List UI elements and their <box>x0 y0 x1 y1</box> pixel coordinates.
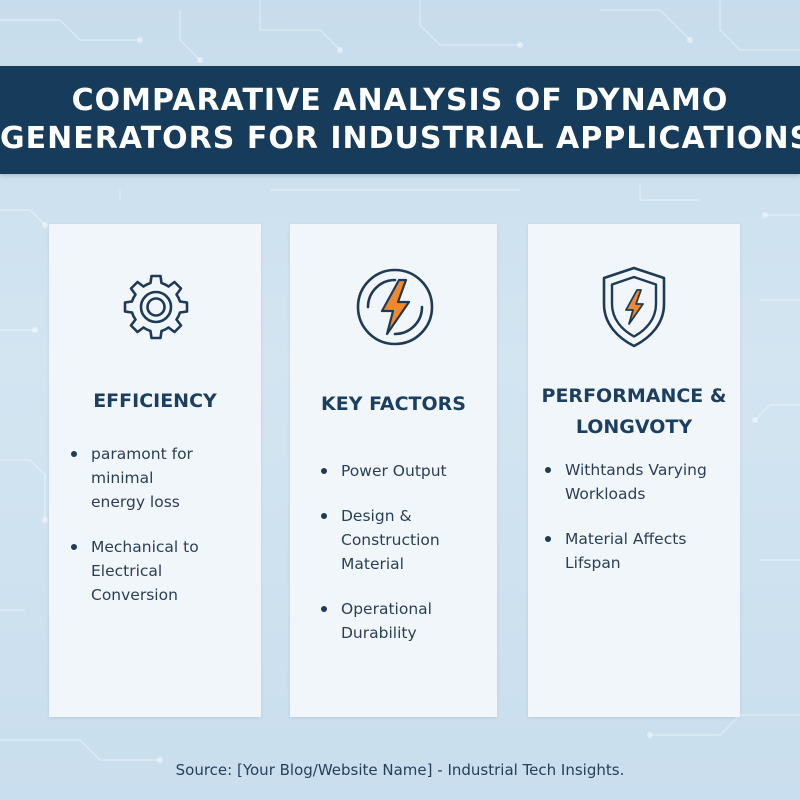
gear-icon <box>123 274 189 340</box>
bullet-line: Durability <box>341 624 417 642</box>
lightning-bolt-icon <box>356 268 434 346</box>
card-heading-efficiency: EFFICIENCY <box>49 386 261 417</box>
card-key-factors: KEY FACTORS Power Output Design & Constr… <box>290 224 497 717</box>
card-heading-performance: PERFORMANCE & LONGVOTY <box>528 381 740 443</box>
bullet-list-key-factors: Power Output Design & Construction Mater… <box>318 459 493 666</box>
bullet-dot <box>545 467 551 473</box>
bullet-dot <box>71 544 77 550</box>
card-efficiency: EFFICIENCY paramont for minimal energy l… <box>49 224 261 717</box>
bullet-list-performance: Withtands Varying Workloads Material Aff… <box>542 458 740 596</box>
bullet-line: Conversion <box>91 586 178 604</box>
bullet-dot <box>71 451 77 457</box>
list-item: Power Output <box>318 459 493 483</box>
bullet-line: Material Affects Lifspan <box>565 530 687 572</box>
bullet-line: Power Output <box>341 462 447 480</box>
bullet-line: Design & <box>341 507 412 525</box>
bullet-dot <box>321 606 327 612</box>
page-title-line-1: COMPARATIVE ANALYSIS OF DYNAMO <box>71 83 729 118</box>
bullet-line: Construction <box>341 531 440 549</box>
bullet-line: Withtands Varying <box>565 461 707 479</box>
card-heading-line: KEY FACTORS <box>321 393 466 415</box>
bullet-list-efficiency: paramont for minimal energy loss Mechani… <box>68 442 258 628</box>
bullet-line: Operational <box>341 600 432 618</box>
list-item: Operational Durability <box>318 597 493 645</box>
bullet-line: Workloads <box>565 485 646 503</box>
card-heading-line: PERFORMANCE & <box>541 385 727 407</box>
bullet-line: Material <box>341 555 404 573</box>
bullet-dot <box>545 536 551 542</box>
bullet-line: energy loss <box>91 493 180 511</box>
list-item: Mechanical to Electrical Conversion <box>68 535 258 607</box>
card-heading-line: LONGVOTY <box>575 416 693 438</box>
title-banner: COMPARATIVE ANALYSIS OF DYNAMO GENERATOR… <box>0 66 800 174</box>
shield-bolt-icon <box>602 266 666 348</box>
card-heading-line: EFFICIENCY <box>93 390 217 412</box>
bullet-line: paramont for minimal <box>91 445 193 487</box>
page-title-line-2: GENERATORS FOR INDUSTRIAL APPLICATIONS <box>0 121 800 156</box>
bullet-line: Mechanical to Electrical <box>91 538 199 580</box>
list-item: Material Affects Lifspan <box>542 527 740 575</box>
list-item: Design & Construction Material <box>318 504 493 576</box>
list-item: Withtands Varying Workloads <box>542 458 740 506</box>
bullet-dot <box>321 513 327 519</box>
bullet-dot <box>321 468 327 474</box>
card-heading-key-factors: KEY FACTORS <box>290 389 497 420</box>
source-caption: Source: [Your Blog/Website Name] - Indus… <box>175 761 625 779</box>
list-item: paramont for minimal energy loss <box>68 442 258 514</box>
card-performance: PERFORMANCE & LONGVOTY Withtands Varying… <box>528 224 740 717</box>
